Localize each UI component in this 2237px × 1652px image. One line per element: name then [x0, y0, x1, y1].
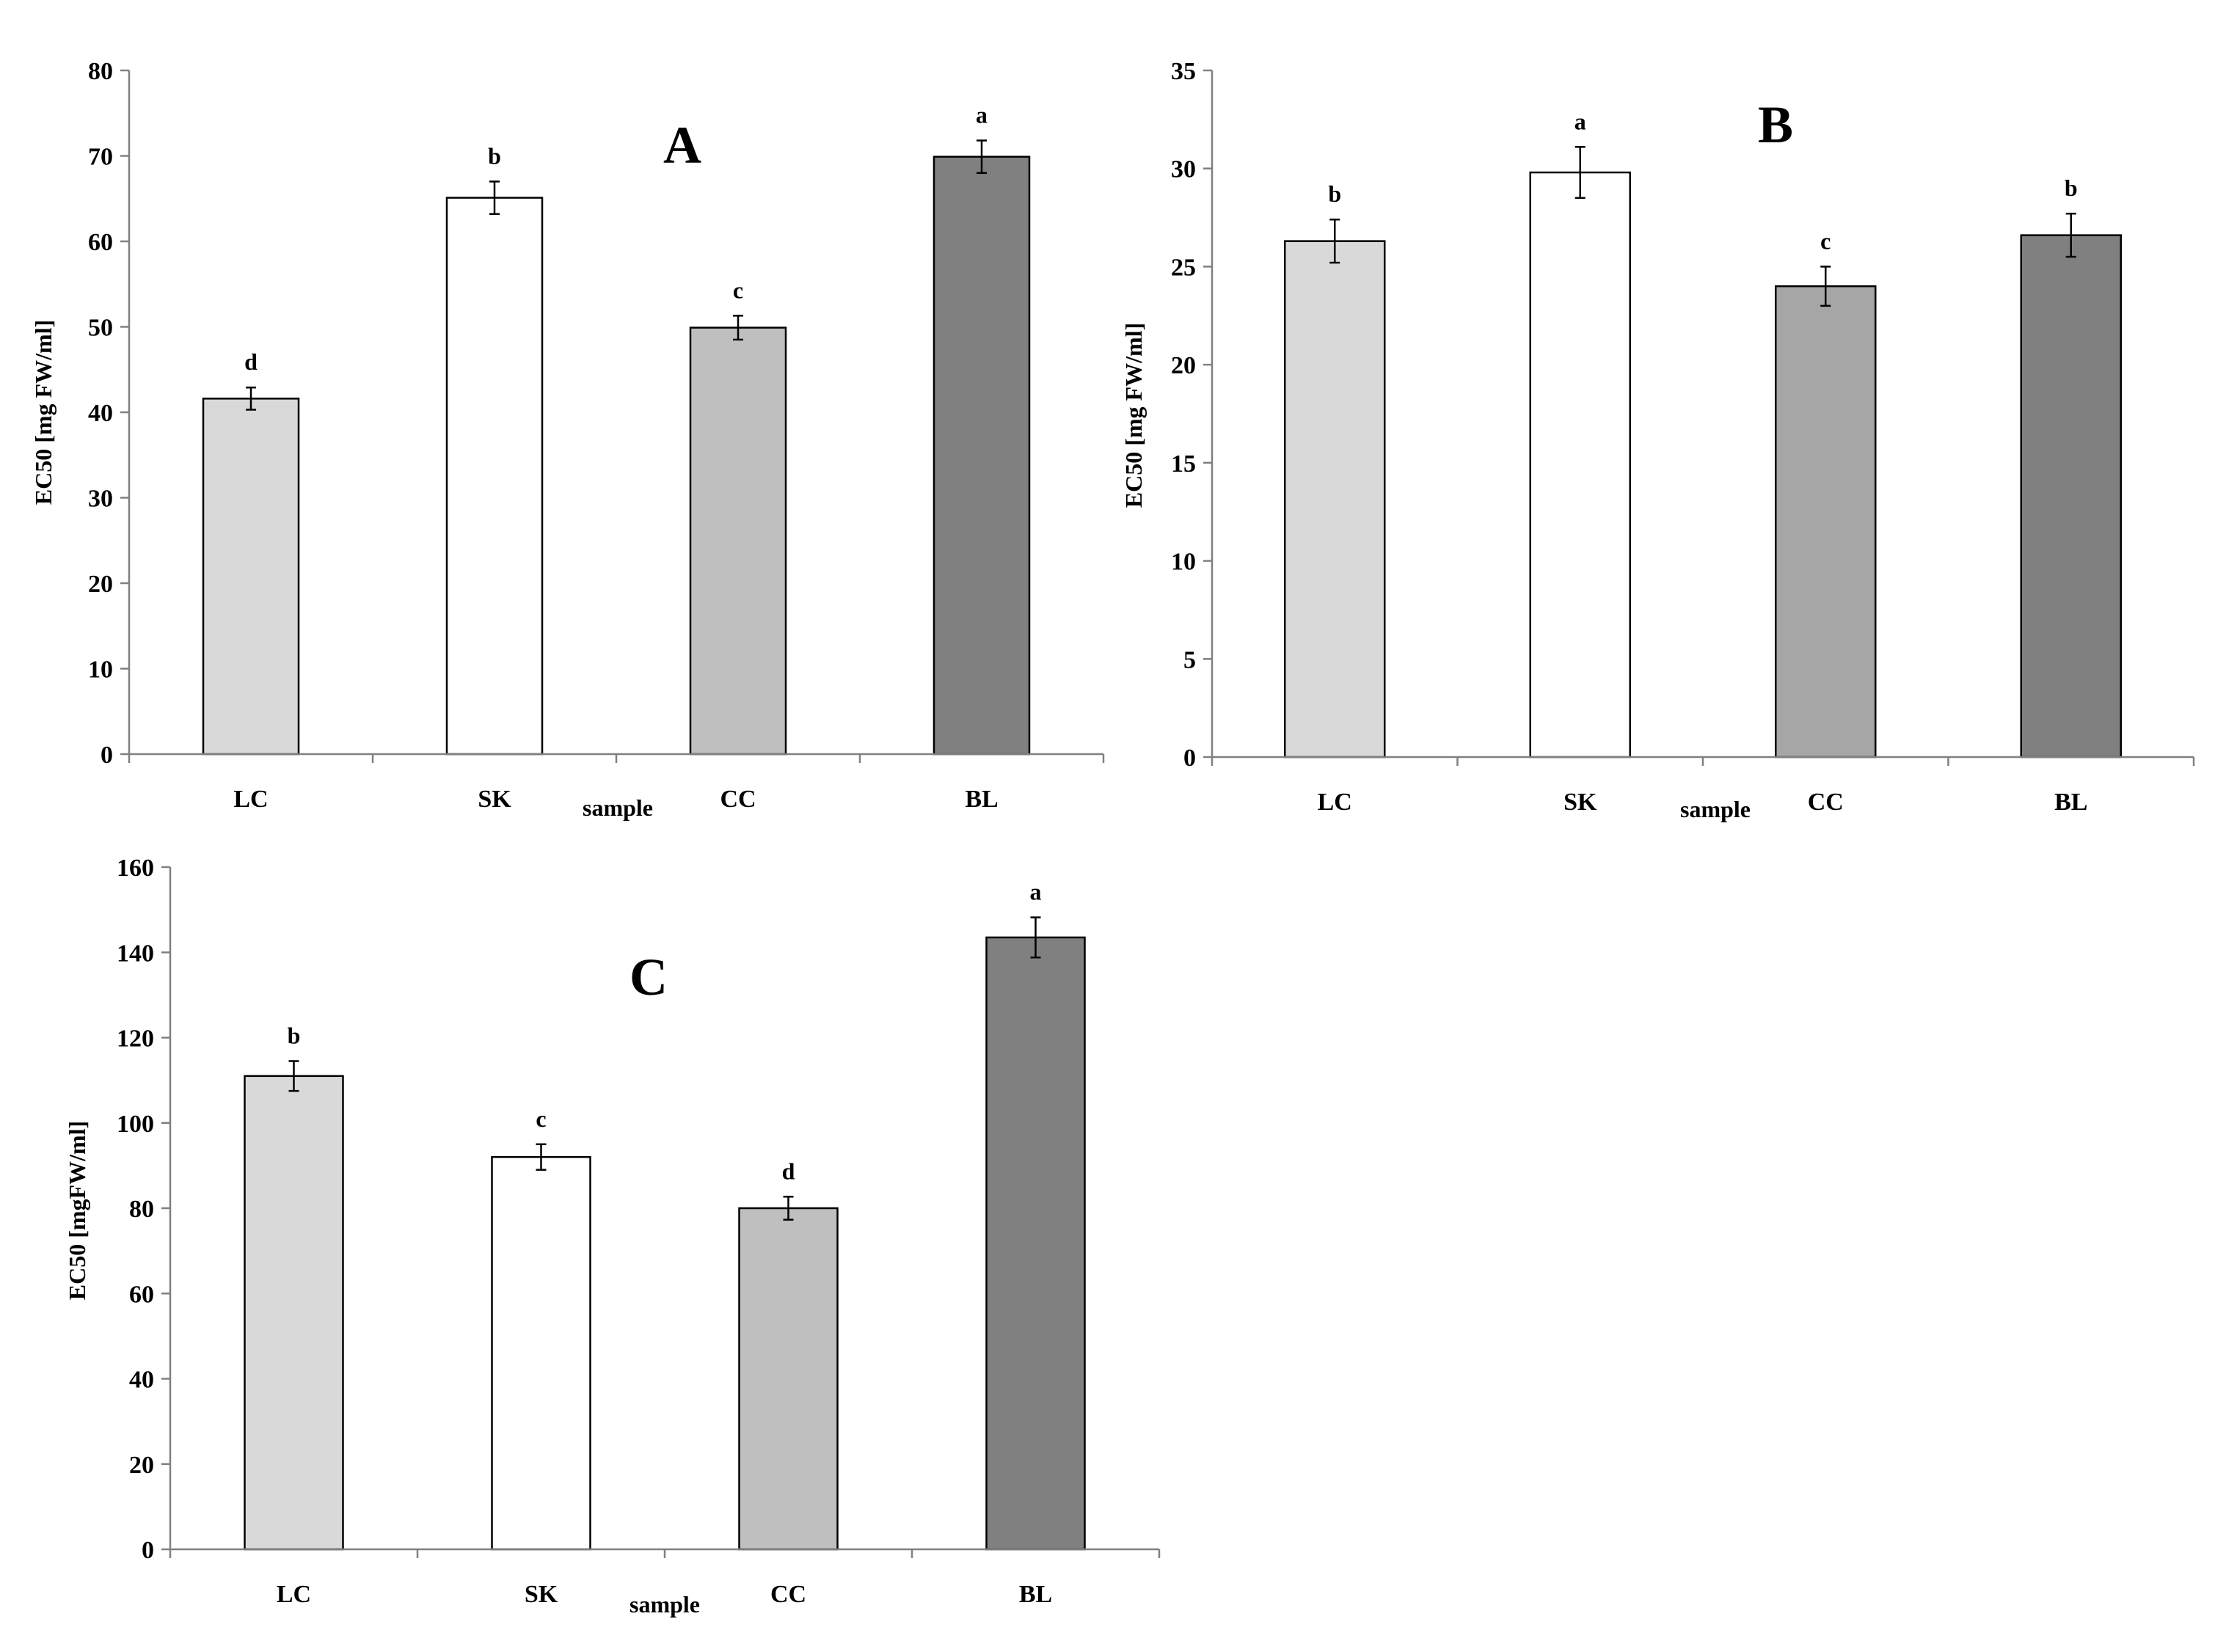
y-axis-title: EC50 [mgFW/ml]: [64, 1121, 90, 1300]
x-tick-label: LC: [233, 786, 268, 813]
significance-label: a: [1574, 108, 1586, 134]
y-tick-label: 160: [117, 855, 154, 882]
x-tick-label: SK: [525, 1581, 558, 1608]
x-tick-label: CC: [720, 786, 756, 813]
y-tick-label: 10: [1171, 549, 1196, 576]
y-tick-label: 20: [129, 1452, 154, 1479]
bar-sk: [491, 1156, 591, 1551]
y-tick-label: 80: [129, 1196, 154, 1223]
bar-bl: [933, 156, 1031, 756]
y-tick-label: 60: [129, 1281, 154, 1308]
y-tick-label: 80: [88, 58, 113, 85]
x-tick-label: CC: [1808, 789, 1844, 816]
bar-cc: [689, 326, 787, 756]
significance-label: a: [976, 102, 988, 128]
bar-sk: [1529, 171, 1631, 759]
y-tick-label: 20: [1171, 352, 1196, 379]
bar-cc: [1775, 285, 1877, 759]
panel-letter: B: [1758, 95, 1793, 154]
y-tick-label: 5: [1183, 646, 1196, 673]
y-tick-label: 60: [88, 229, 113, 256]
x-axis-title: sample: [583, 794, 653, 821]
significance-label: a: [1030, 879, 1042, 905]
significance-label: c: [1820, 227, 1831, 254]
y-tick-label: 70: [88, 144, 113, 171]
x-tick-label: LC: [1318, 789, 1352, 816]
x-tick-label: BL: [2054, 789, 2087, 816]
bar-lc: [1284, 240, 1386, 759]
significance-label: b: [288, 1022, 301, 1048]
y-tick-label: 35: [1171, 58, 1196, 85]
y-tick-label: 30: [1171, 156, 1196, 183]
bar-sk: [445, 197, 544, 756]
bar-bl: [2020, 234, 2122, 759]
x-tick-label: SK: [478, 786, 511, 813]
significance-label: d: [244, 348, 258, 375]
bar-cc: [738, 1207, 839, 1551]
bar-bl: [985, 936, 1086, 1551]
y-tick-label: 50: [88, 315, 113, 342]
y-tick-label: 140: [117, 940, 154, 967]
y-tick-label: 10: [88, 657, 113, 684]
y-tick-label: 0: [1183, 745, 1196, 772]
y-tick-label: 30: [88, 486, 113, 513]
y-tick-label: 100: [117, 1111, 154, 1138]
chart-panel-c: b LC c SK d CC a BL 0 20 40 60 80 100 120 140 160 Csample…: [64, 855, 1161, 1618]
x-axis-title: sample: [1680, 796, 1751, 822]
significance-label: b: [1328, 180, 1341, 207]
x-tick-label: LC: [277, 1581, 311, 1608]
bar-lc: [202, 398, 300, 756]
y-axis-title: EC50 [mg FW/ml]: [1120, 323, 1147, 508]
x-tick-label: CC: [770, 1581, 806, 1608]
y-axis-title: EC50 [mg FW/ml]: [30, 320, 56, 505]
significance-label: c: [733, 277, 743, 303]
x-tick-label: BL: [1019, 1581, 1052, 1608]
y-tick-label: 20: [88, 571, 113, 598]
y-tick-label: 15: [1171, 450, 1196, 478]
significance-label: c: [536, 1105, 546, 1132]
panel-letter: A: [663, 116, 701, 175]
y-tick-label: 40: [129, 1367, 154, 1394]
y-tick-label: 0: [142, 1537, 154, 1564]
significance-label: b: [488, 142, 501, 169]
y-tick-label: 120: [117, 1026, 154, 1053]
significance-label: b: [2065, 175, 2078, 201]
x-tick-label: BL: [965, 786, 998, 813]
bar-lc: [244, 1075, 344, 1551]
x-tick-label: SK: [1563, 789, 1597, 816]
panel-letter: C: [630, 948, 668, 1006]
y-tick-label: 25: [1171, 254, 1196, 281]
x-axis-title: sample: [630, 1591, 700, 1618]
significance-label: d: [782, 1158, 795, 1184]
y-tick-label: 0: [101, 742, 113, 769]
y-tick-label: 40: [88, 400, 113, 427]
